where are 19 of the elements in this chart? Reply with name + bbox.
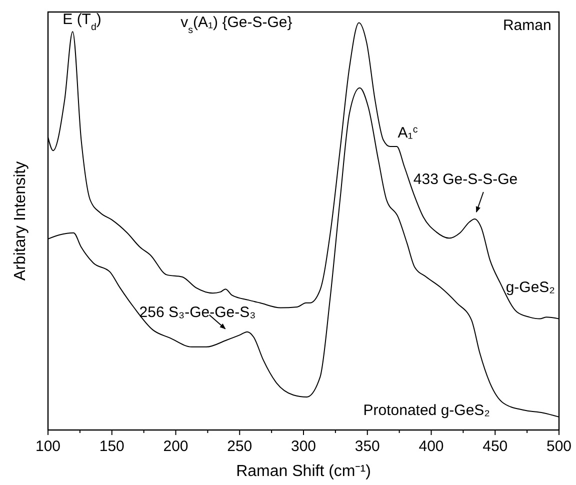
x-tick-label: 250: [227, 438, 252, 455]
annotation: 256 S₃-Ge-Ge-S₃: [139, 304, 256, 321]
x-tick-label: 450: [482, 438, 508, 455]
x-tick-label: 350: [354, 438, 380, 455]
x-tick-label: 400: [418, 438, 444, 455]
y-axis-title: Arbitary Intensity: [12, 161, 29, 281]
x-tick-label: 300: [290, 438, 316, 455]
x-tick-label: 150: [99, 438, 124, 455]
annotation: A₁$^{c}$: [398, 124, 418, 142]
x-tick-label: 100: [35, 438, 61, 455]
annotation: Raman: [502, 17, 552, 34]
annotation: E (T$_{d}$): [62, 11, 102, 32]
x-tick-label: 200: [163, 438, 188, 455]
annotation: 433 Ge-S-S-Ge: [413, 171, 518, 188]
series-label: Protonated g-GeS₂: [363, 402, 490, 419]
x-tick-label: 500: [546, 438, 572, 455]
series-label: g-GeS₂: [506, 278, 556, 296]
annotation: v$_{s}$(A₁) {Ge-S-Ge}: [180, 14, 292, 36]
x-axis-title: Raman Shift (cm⁻¹): [236, 463, 371, 480]
